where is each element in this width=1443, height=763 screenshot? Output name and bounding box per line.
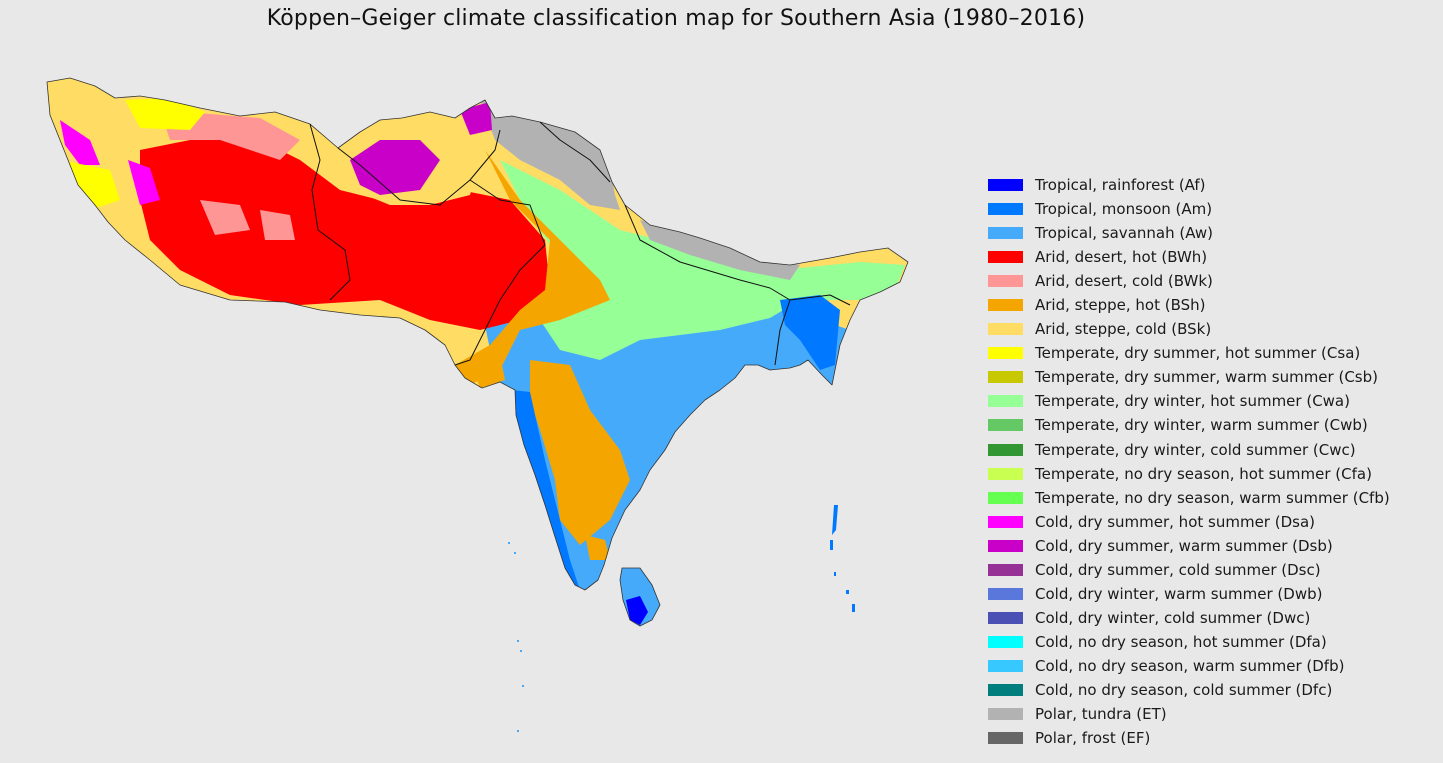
- legend-label: Cold, dry winter, warm summer (Dwb): [1035, 584, 1323, 603]
- legend-item: Cold, dry summer, hot summer (Dsa): [988, 510, 1390, 534]
- legend-item: Arid, desert, cold (BWk): [988, 269, 1390, 293]
- legend-swatch: [988, 467, 1023, 480]
- legend-item: Cold, dry winter, cold summer (Dwc): [988, 606, 1390, 630]
- legend-item: Temperate, no dry season, warm summer (C…: [988, 486, 1390, 510]
- legend-label: Temperate, no dry season, warm summer (C…: [1035, 488, 1390, 507]
- legend-item: Arid, steppe, cold (BSk): [988, 317, 1390, 341]
- legend-swatch: [988, 732, 1023, 745]
- legend-swatch: [988, 684, 1023, 696]
- legend-swatch: [988, 347, 1023, 360]
- legend-item: Polar, frost (EF): [988, 726, 1390, 750]
- legend-item: Arid, steppe, hot (BSh): [988, 293, 1390, 317]
- legend-swatch: [988, 611, 1023, 624]
- legend-label: Cold, dry summer, warm summer (Dsb): [1035, 536, 1333, 555]
- legend-swatch: [988, 443, 1023, 456]
- legend-swatch: [988, 275, 1023, 288]
- legend-swatch: [988, 539, 1023, 552]
- legend-label: Temperate, dry summer, hot summer (Csa): [1035, 344, 1361, 363]
- legend-item: Tropical, monsoon (Am): [988, 197, 1390, 221]
- legend-swatch: [988, 251, 1023, 264]
- legend-label: Arid, steppe, cold (BSk): [1035, 320, 1212, 339]
- legend-swatch: [988, 323, 1023, 336]
- legend-item: Arid, desert, hot (BWh): [988, 245, 1390, 269]
- legend-label: Tropical, rainforest (Af): [1035, 176, 1206, 195]
- legend-label: Arid, desert, hot (BWh): [1035, 248, 1208, 267]
- legend-label: Polar, tundra (ET): [1035, 705, 1167, 724]
- legend-label: Cold, no dry season, hot summer (Dfa): [1035, 632, 1327, 651]
- legend-label: Cold, no dry season, cold summer (Dfc): [1035, 681, 1333, 699]
- legend-label: Cold, dry summer, hot summer (Dsa): [1035, 512, 1315, 531]
- legend-item: Cold, dry summer, warm summer (Dsb): [988, 534, 1390, 558]
- legend-swatch: [988, 203, 1023, 216]
- legend-item: Tropical, rainforest (Af): [988, 173, 1390, 197]
- legend-label: Tropical, savannah (Aw): [1035, 224, 1213, 243]
- legend-item: Cold, dry summer, cold summer (Dsc): [988, 558, 1390, 582]
- legend-label: Temperate, dry winter, cold summer (Cwc): [1035, 440, 1356, 459]
- legend-swatch: [988, 659, 1023, 672]
- legend-swatch: [988, 179, 1023, 192]
- legend-label: Arid, desert, cold (BWk): [1035, 272, 1213, 291]
- legend-item: Cold, dry winter, warm summer (Dwb): [988, 582, 1390, 606]
- legend-label: Polar, frost (EF): [1035, 729, 1151, 748]
- legend-swatch: [988, 227, 1023, 240]
- legend-item: Cold, no dry season, warm summer (Dfb): [988, 654, 1390, 678]
- legend-label: Temperate, dry winter, warm summer (Cwb): [1035, 416, 1368, 435]
- legend-item: Temperate, dry winter, warm summer (Cwb): [988, 413, 1390, 437]
- legend-item: Tropical, savannah (Aw): [988, 221, 1390, 245]
- legend-label: Arid, steppe, hot (BSh): [1035, 296, 1206, 315]
- legend-swatch: [988, 299, 1023, 312]
- legend-label: Temperate, no dry season, hot summer (Cf…: [1035, 464, 1372, 483]
- legend-label: Cold, no dry season, warm summer (Dfb): [1035, 656, 1345, 675]
- legend-swatch: [988, 491, 1023, 504]
- legend-item: Temperate, dry winter, cold summer (Cwc): [988, 438, 1390, 462]
- legend-label: Temperate, dry winter, hot summer (Cwa): [1035, 392, 1350, 411]
- legend-swatch: [988, 563, 1023, 576]
- legend-label: Temperate, dry summer, warm summer (Csb): [1035, 368, 1378, 387]
- climate-map: [46, 77, 909, 732]
- legend-label: Tropical, monsoon (Am): [1035, 200, 1213, 219]
- legend-swatch: [988, 419, 1023, 432]
- legend-swatch: [988, 587, 1023, 600]
- legend-swatch: [988, 515, 1023, 528]
- legend-item: Cold, no dry season, cold summer (Dfc): [988, 678, 1390, 702]
- legend-item: Polar, tundra (ET): [988, 702, 1390, 726]
- legend-label: Cold, dry winter, cold summer (Dwc): [1035, 608, 1311, 627]
- legend-item: Temperate, dry summer, warm summer (Csb): [988, 365, 1390, 389]
- legend-label: Cold, dry summer, cold summer (Dsc): [1035, 560, 1321, 579]
- legend-item: Cold, no dry season, hot summer (Dfa): [988, 630, 1390, 654]
- legend-swatch: [988, 395, 1023, 408]
- legend-item: Temperate, dry summer, hot summer (Csa): [988, 341, 1390, 365]
- legend-swatch: [988, 708, 1023, 721]
- legend-item: Temperate, dry winter, hot summer (Cwa): [988, 389, 1390, 413]
- legend-swatch: [988, 635, 1023, 648]
- legend: Tropical, rainforest (Af) Tropical, monso…: [988, 173, 1390, 750]
- legend-swatch: [988, 371, 1023, 384]
- map-title: Köppen–Geiger climate classification map…: [266, 6, 1086, 31]
- legend-item: Temperate, no dry season, hot summer (Cf…: [988, 462, 1390, 486]
